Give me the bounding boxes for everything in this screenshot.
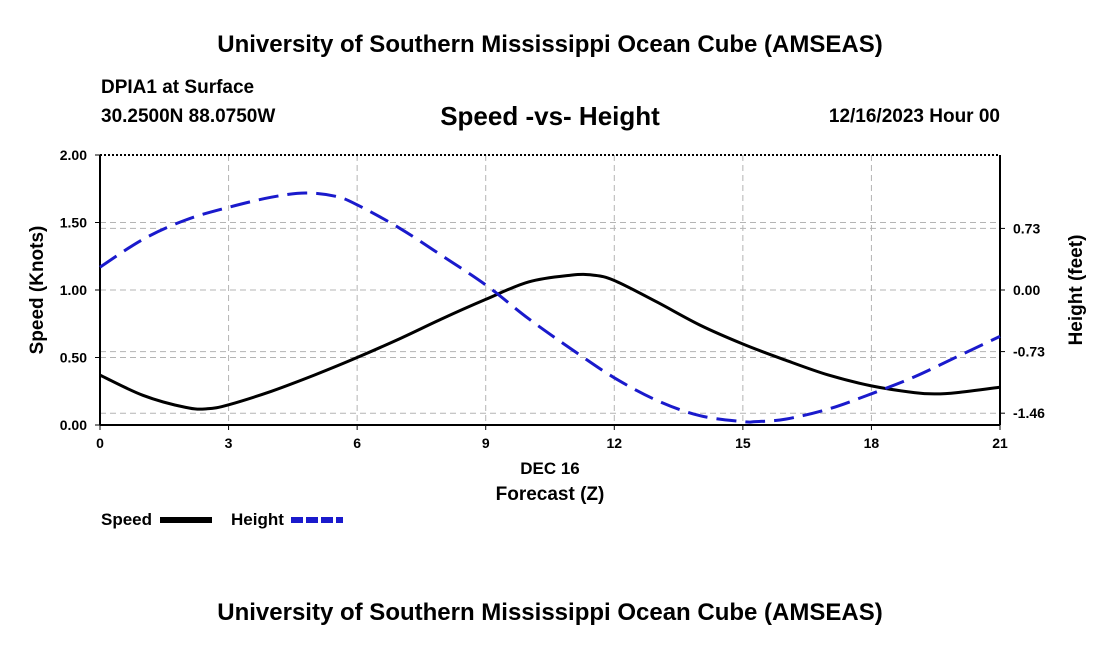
chart-title: University of Southern Mississippi Ocean… bbox=[217, 31, 883, 58]
legend-speed-label: Speed bbox=[101, 510, 153, 529]
x-tick-label-12: 12 bbox=[606, 435, 622, 451]
chart-subtitle: Speed -vs- Height bbox=[440, 101, 660, 131]
y-tick-label-1-00: 1.00 bbox=[60, 282, 87, 298]
x-tick-label-21: 21 bbox=[992, 435, 1008, 451]
y2-tick-label-0-73: -0.73 bbox=[1013, 344, 1045, 360]
y2-tick-label-1-46: -1.46 bbox=[1013, 405, 1045, 421]
forecast-datetime: 12/16/2023 Hour 00 bbox=[828, 106, 1000, 127]
series-line-speed bbox=[99, 272, 1001, 411]
x-axis-date-label: DEC 16 bbox=[520, 459, 580, 478]
x-tick-label-0: 0 bbox=[96, 435, 104, 451]
y-tick-label-0-50: 0.50 bbox=[60, 350, 87, 366]
x-tick-label-18: 18 bbox=[864, 435, 880, 451]
x-tick-label-3: 3 bbox=[225, 435, 233, 451]
series-line-height bbox=[99, 191, 1001, 424]
legend-height-label: Height bbox=[231, 510, 284, 529]
footer-title: University of Southern Mississippi Ocean… bbox=[217, 599, 883, 626]
y-tick-label-1-50: 1.50 bbox=[60, 215, 87, 231]
y-tick-label-2-00: 2.00 bbox=[60, 147, 87, 163]
x-tick-label-6: 6 bbox=[353, 435, 361, 451]
station-label: DPIA1 at Surface bbox=[101, 77, 255, 98]
x-tick-label-9: 9 bbox=[482, 435, 490, 451]
y2-axis-title: Height (feet) bbox=[1066, 235, 1087, 346]
coordinates-label: 30.2500N 88.0750W bbox=[101, 106, 276, 127]
y-axis-title: Speed (Knots) bbox=[27, 226, 48, 355]
y2-tick-label-0-73: 0.73 bbox=[1013, 220, 1040, 236]
x-axis-title: Forecast (Z) bbox=[496, 484, 605, 505]
y2-tick-label-0-00: 0.00 bbox=[1013, 282, 1040, 298]
x-tick-label-15: 15 bbox=[735, 435, 751, 451]
y-tick-label-0-00: 0.00 bbox=[60, 417, 87, 433]
